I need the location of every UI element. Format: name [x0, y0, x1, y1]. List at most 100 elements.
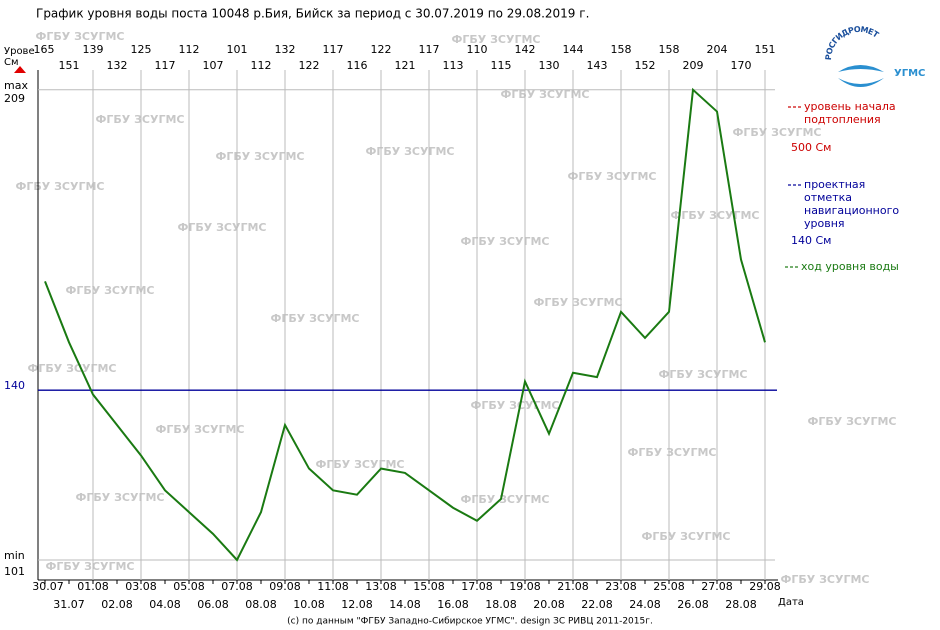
watermark: ФГБУ ЗСУГМС — [75, 491, 164, 504]
reference-value-label: 500 См — [791, 141, 832, 154]
y-tick-label: 101 — [4, 565, 25, 578]
chart-title: График уровня воды поста 10048 р.Бия, Би… — [36, 7, 589, 21]
watermark: ФГБУ ЗСУГМС — [315, 458, 404, 471]
value-label: 112 — [251, 59, 272, 72]
y-label: Урове — [4, 46, 35, 57]
x-tick-label: 28.08 — [725, 598, 757, 611]
logo-wave — [838, 65, 884, 72]
legend-label: уровень начала подтопления — [804, 100, 896, 126]
logo-subtext: УГМС — [894, 68, 925, 79]
watermark: ФГБУ ЗСУГМС — [15, 180, 104, 193]
x-tick-label: 30.07 — [32, 580, 64, 593]
watermark: ФГБУ ЗСУГМС — [45, 560, 134, 573]
logo-wave — [838, 78, 884, 87]
value-label: 151 — [59, 59, 80, 72]
x-tick-label: 15.08 — [413, 580, 445, 593]
x-tick-label: 09.08 — [269, 580, 301, 593]
value-label: 115 — [491, 59, 512, 72]
x-tick-label: 07.08 — [221, 580, 253, 593]
value-label: 130 — [539, 59, 560, 72]
value-label: 170 — [731, 59, 752, 72]
value-label: 125 — [131, 43, 152, 56]
watermark: ФГБУ ЗСУГМС — [215, 150, 304, 163]
watermark: ФГБУ ЗСУГМС — [658, 368, 747, 381]
value-label: 110 — [467, 43, 488, 56]
value-label: 158 — [659, 43, 680, 56]
x-tick-label: 01.08 — [77, 580, 109, 593]
x-tick-label: 06.08 — [197, 598, 229, 611]
value-label: 204 — [707, 43, 728, 56]
x-tick-label: 18.08 — [485, 598, 517, 611]
reference-value-label: 140 См — [791, 234, 832, 247]
watermark: ФГБУ ЗСУГМС — [365, 145, 454, 158]
logo: РОСГИДРОМЕТ УГМС — [823, 24, 925, 87]
x-tick-label: 02.08 — [101, 598, 133, 611]
logo-text-path: РОСГИДРОМЕТ — [823, 24, 881, 60]
value-label: 122 — [371, 43, 392, 56]
x-tick-label: 21.08 — [557, 580, 589, 593]
value-label: 151 — [755, 43, 776, 56]
value-label: 112 — [179, 43, 200, 56]
logo-text: РОСГИДРОМЕТ — [823, 24, 881, 60]
watermark: ФГБУ ЗСУГМС — [270, 312, 359, 325]
value-label: 142 — [515, 43, 536, 56]
watermark: ФГБУ ЗСУГМС — [155, 423, 244, 436]
value-label: 117 — [323, 43, 344, 56]
value-label: 132 — [275, 43, 296, 56]
ymin-label: min — [4, 549, 25, 562]
x-tick-label: 19.08 — [509, 580, 541, 593]
x-tick-label: 27.08 — [701, 580, 733, 593]
watermark: ФГБУ ЗСУГМС — [732, 126, 821, 139]
value-label: 209 — [683, 59, 704, 72]
watermark: ФГБУ ЗСУГМС — [65, 284, 154, 297]
value-label: 158 — [611, 43, 632, 56]
x-tick-label: 16.08 — [437, 598, 469, 611]
ymax-label: max — [4, 79, 28, 92]
watermark: ФГБУ ЗСУГМС — [627, 446, 716, 459]
x-tick-label: 26.08 — [677, 598, 709, 611]
x-label: Дата — [778, 597, 804, 608]
x-tick-label: 11.08 — [317, 580, 349, 593]
x-tick-label: 14.08 — [389, 598, 421, 611]
x-tick-label: 08.08 — [245, 598, 277, 611]
value-label: 101 — [227, 43, 248, 56]
x-tick-label: 25.08 — [653, 580, 685, 593]
x-tick-label: 23.08 — [605, 580, 637, 593]
watermark: ФГБУ ЗСУГМС — [460, 493, 549, 506]
x-tick-label: 31.07 — [53, 598, 85, 611]
value-label: 117 — [419, 43, 440, 56]
watermark: ФГБУ ЗСУГМС — [177, 221, 266, 234]
watermark: ФГБУ ЗСУГМС — [533, 296, 622, 309]
watermark: ФГБУ ЗСУГМС — [27, 362, 116, 375]
y-unit: См — [4, 57, 19, 68]
value-label: 152 — [635, 59, 656, 72]
value-label: 165 — [34, 43, 55, 56]
value-label: 113 — [443, 59, 464, 72]
watermark: ФГБУ ЗСУГМС — [670, 209, 759, 222]
axis-arrow — [14, 66, 26, 73]
watermark: ФГБУ ЗСУГМС — [460, 235, 549, 248]
watermark: ФГБУ ЗСУГМС — [35, 30, 124, 43]
value-label: 139 — [83, 43, 104, 56]
x-tick-label: 05.08 — [173, 580, 205, 593]
value-label: 107 — [203, 59, 224, 72]
y-tick-label: 140 — [4, 379, 25, 392]
x-tick-label: 03.08 — [125, 580, 157, 593]
watermark: ФГБУ ЗСУГМС — [500, 88, 589, 101]
value-label: 121 — [395, 59, 416, 72]
value-label: 143 — [587, 59, 608, 72]
watermark: ФГБУ ЗСУГМС — [807, 415, 896, 428]
value-label: 122 — [299, 59, 320, 72]
watermark: ФГБУ ЗСУГМС — [641, 530, 730, 543]
y-tick-label: 209 — [4, 92, 25, 105]
x-tick-label: 04.08 — [149, 598, 181, 611]
footer: (c) по данным "ФГБУ Западно-Сибирское УГ… — [287, 617, 653, 627]
value-label: 144 — [563, 43, 584, 56]
series-line — [44, 87, 766, 562]
x-tick-label: 13.08 — [365, 580, 397, 593]
value-label: 117 — [155, 59, 176, 72]
value-label: 116 — [347, 59, 368, 72]
value-label: 132 — [107, 59, 128, 72]
